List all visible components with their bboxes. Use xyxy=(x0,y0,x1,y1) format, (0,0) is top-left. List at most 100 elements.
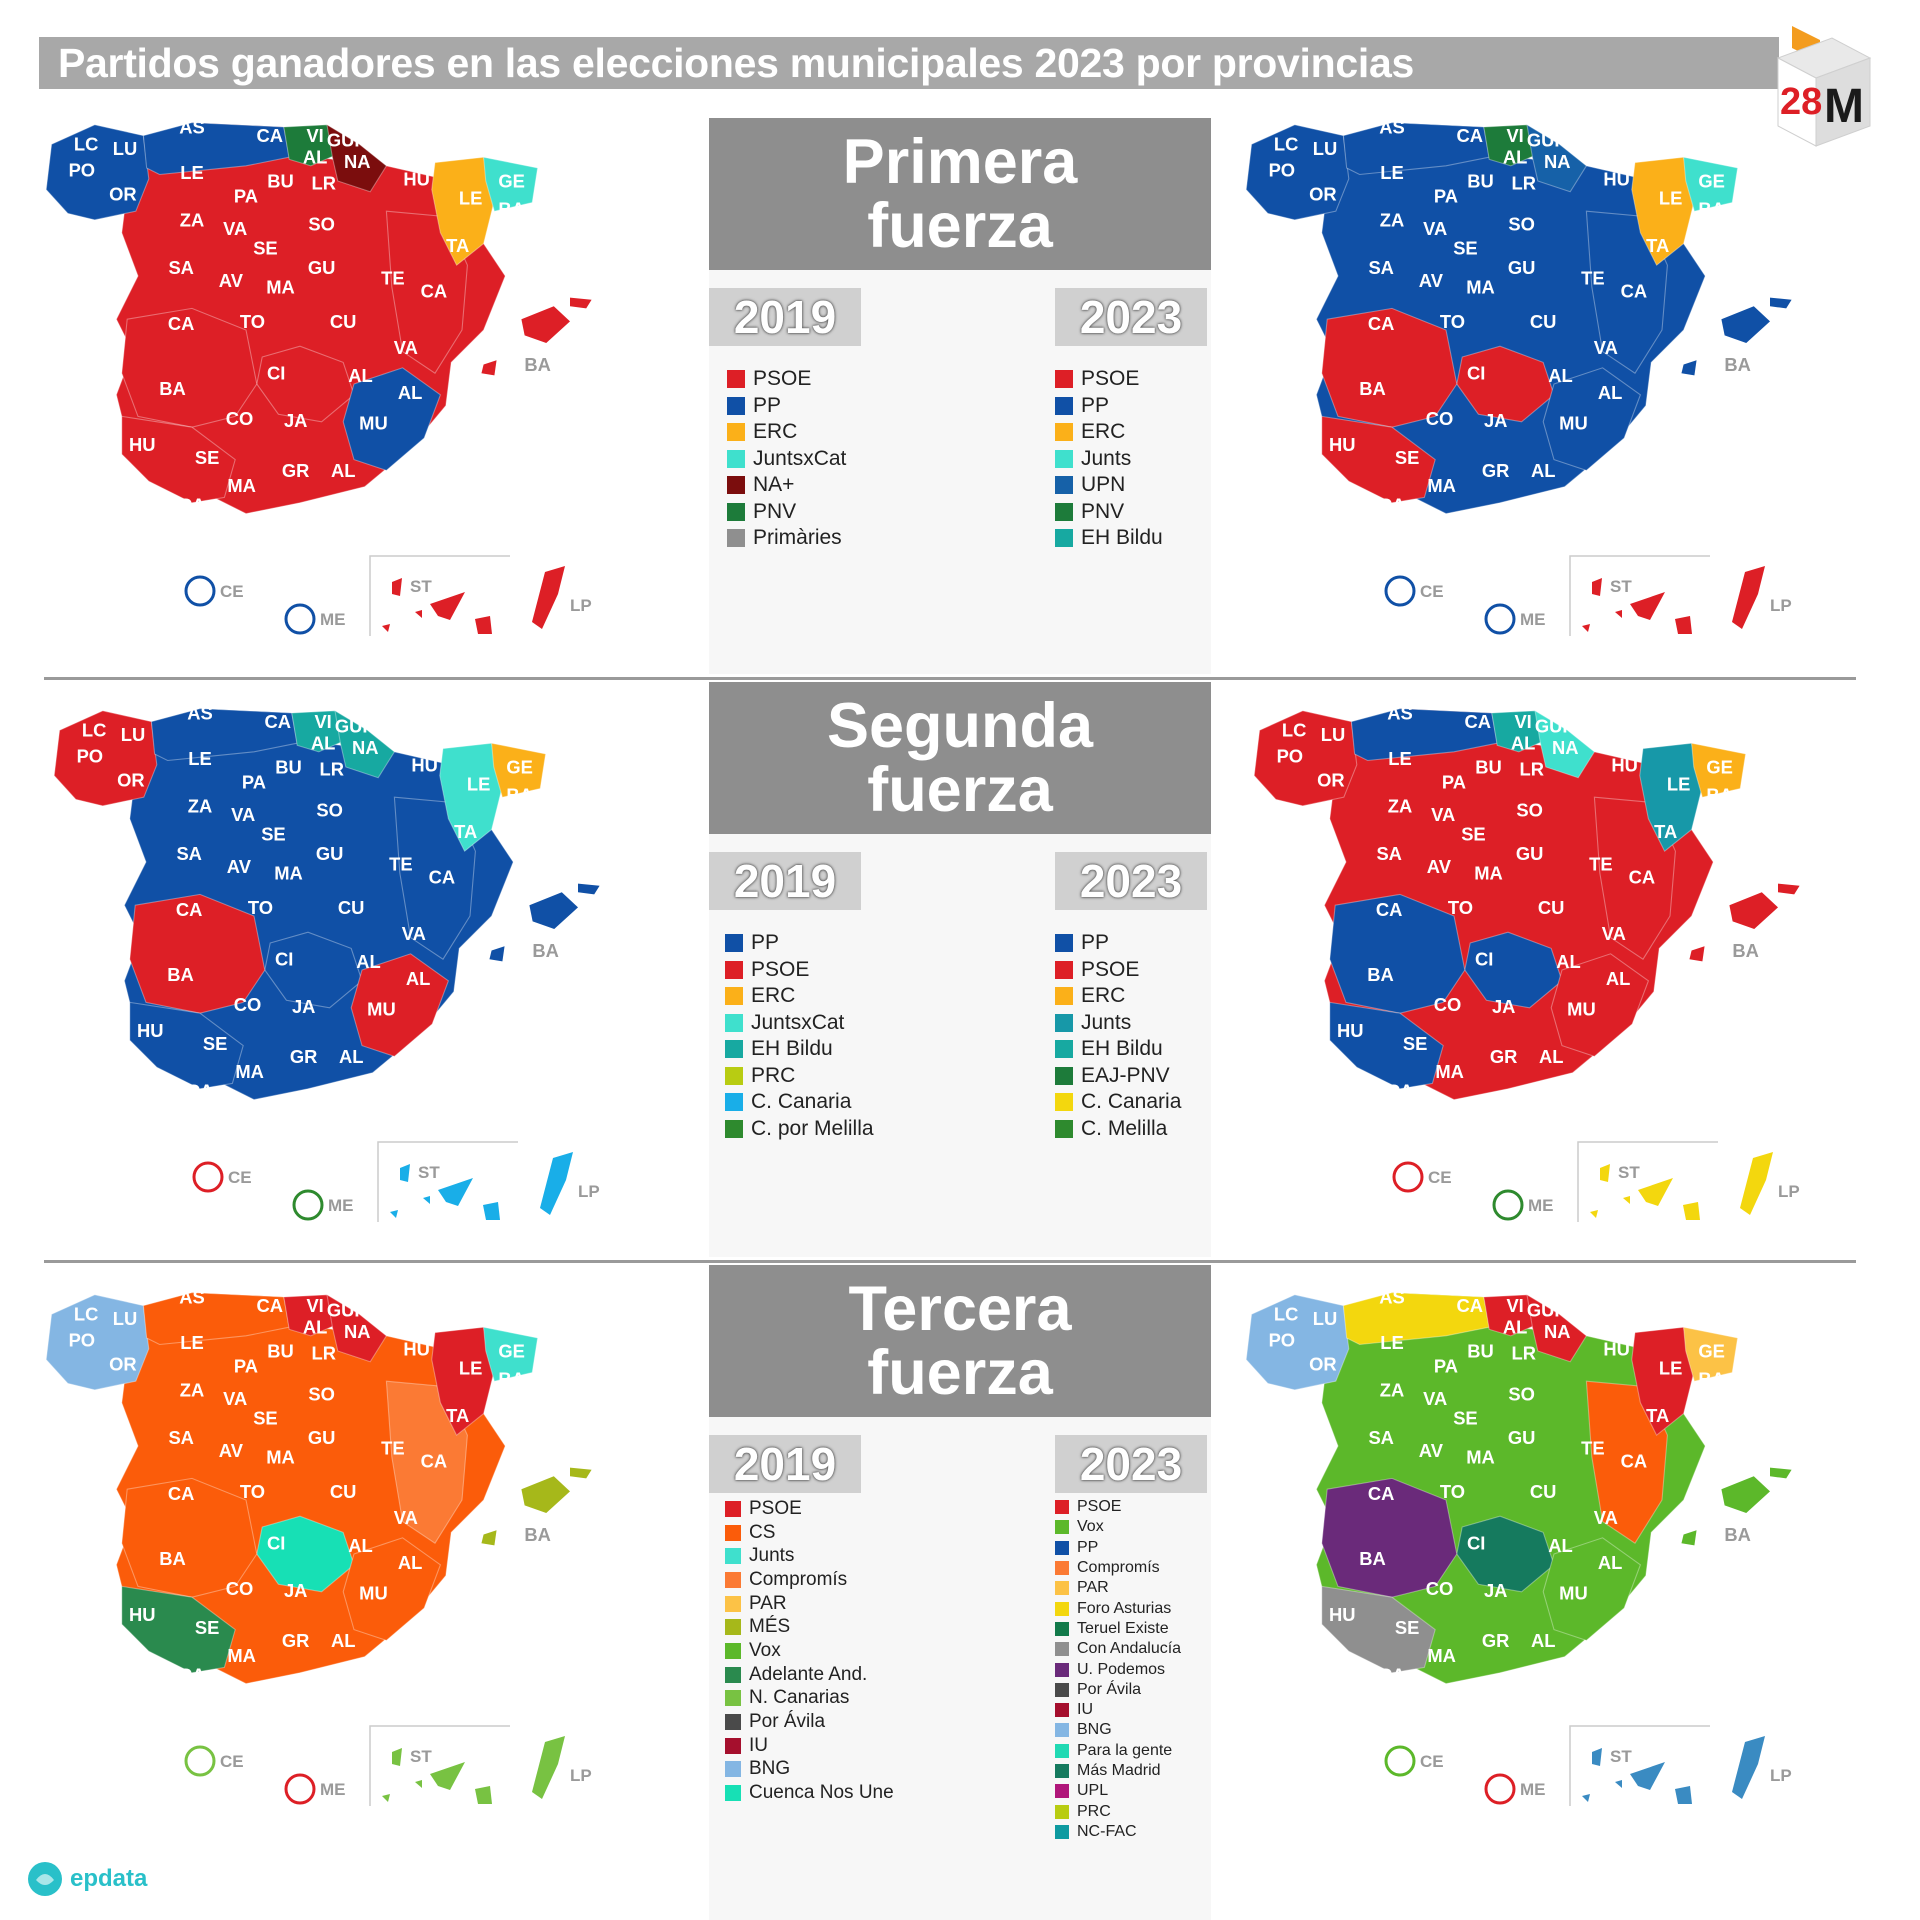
legend-label: Para la gente xyxy=(1077,1741,1173,1759)
province-label: BA xyxy=(506,785,533,806)
legend-item: IU xyxy=(725,1734,894,1758)
province-label: MA xyxy=(266,1446,295,1467)
legend-label: Vox xyxy=(749,1639,781,1661)
province-label: CA xyxy=(168,313,195,334)
legend-label: EAJ-PNV xyxy=(1081,1063,1170,1087)
me-ring-label: ME xyxy=(320,610,346,629)
region-canarias xyxy=(1638,1178,1673,1206)
province-label: TO xyxy=(240,1481,265,1502)
legend-swatch xyxy=(725,1737,741,1754)
province-label: GE xyxy=(498,170,525,191)
canary-inset-frame xyxy=(369,555,510,636)
province-label: CU xyxy=(338,897,365,918)
province-label: LU xyxy=(1313,138,1337,159)
province-label: LE xyxy=(1380,162,1403,183)
province-label: LR xyxy=(1512,173,1536,194)
legend-swatch xyxy=(725,1595,741,1612)
province-label: CA xyxy=(1387,1080,1414,1101)
legend-label: Junts xyxy=(1081,1010,1132,1034)
province-label: GUI xyxy=(327,129,360,150)
legend-item: ERC xyxy=(727,419,846,446)
region-navarra xyxy=(1526,1293,1588,1363)
region-south-east xyxy=(350,953,450,1058)
province-label: AL xyxy=(1503,147,1527,168)
st-label: ST xyxy=(418,1163,440,1182)
province-label: GR xyxy=(282,1630,310,1651)
legend-item: JuntsxCat xyxy=(725,1010,874,1037)
region-girona xyxy=(1682,1326,1739,1382)
legend-2019: PSOE PP ERC JuntsxCat NA+ PNV Primàries xyxy=(727,366,846,552)
me-ring xyxy=(1492,1189,1524,1221)
province-label: TO xyxy=(1440,1481,1465,1502)
legend-swatch xyxy=(1055,502,1073,521)
region-north xyxy=(1350,708,1498,762)
province-label: GR xyxy=(1482,460,1510,481)
province-label: VI xyxy=(306,125,323,146)
province-label: AL xyxy=(1531,460,1555,481)
legend-swatch xyxy=(725,1066,743,1085)
region-canarias xyxy=(1630,592,1665,620)
province-label: HU xyxy=(1337,1020,1364,1041)
province-label: BU xyxy=(267,1340,294,1361)
province-label: SA xyxy=(1368,1427,1394,1448)
region-south-east xyxy=(342,1537,442,1642)
province-label: CA xyxy=(421,1451,448,1472)
province-label: LE xyxy=(180,162,203,183)
legend-swatch xyxy=(1055,1520,1069,1535)
legend-label: ERC xyxy=(1081,420,1126,444)
province-label: NA xyxy=(1544,151,1571,172)
province-label: VA xyxy=(1423,1388,1447,1409)
legend-item: PSOE xyxy=(1055,1497,1181,1517)
legend-item: PSOE xyxy=(727,366,846,393)
lp-label: LP xyxy=(570,1766,592,1785)
legend-swatch xyxy=(725,1500,741,1517)
province-label: HU xyxy=(403,1338,430,1359)
year-2019-label: 2019 xyxy=(709,852,861,910)
legend-2023: PSOE Vox PP Compromís PAR Foro Asturias Teruel… xyxy=(1055,1497,1181,1842)
me-ring-label: ME xyxy=(1520,610,1546,629)
ce-ring-label: CE xyxy=(220,582,244,601)
legend-item: NC-FAC xyxy=(1055,1822,1181,1842)
province-label: VA xyxy=(1594,337,1618,358)
region-baleares xyxy=(1721,1476,1770,1513)
province-label: CI xyxy=(275,949,293,970)
st-label: ST xyxy=(410,1747,432,1766)
province-label: LC xyxy=(1274,1304,1298,1325)
section-divider xyxy=(44,1260,1856,1263)
province-label: NA xyxy=(344,1321,371,1342)
province-label: MU xyxy=(1567,998,1596,1019)
province-label: GR xyxy=(282,460,310,481)
legend-label: PNV xyxy=(753,499,797,523)
province-label: VA xyxy=(223,218,247,239)
legend-swatch xyxy=(1055,1784,1069,1799)
lp-label: LP xyxy=(1778,1182,1800,1201)
region-canarias xyxy=(1675,616,1692,634)
province-label: CA xyxy=(1379,494,1406,515)
province-label: OR xyxy=(1309,1353,1337,1374)
legend-label: ERC xyxy=(751,984,796,1008)
province-label: NA xyxy=(352,737,379,758)
legend-item: Primàries xyxy=(727,525,846,552)
province-label: AS xyxy=(187,702,213,723)
province-label: VA xyxy=(394,337,418,358)
ce-ring-label: CE xyxy=(220,1752,244,1771)
region-navarra xyxy=(326,1293,388,1363)
map-tercera-2023: AS CA VI GUI AL NA LC LU PO OR LE BU LR HU GE PA ZA VA SO L… xyxy=(1220,1274,1860,1834)
legend-item: PSOE xyxy=(1055,957,1181,984)
legend-label: PSOE xyxy=(1077,1498,1122,1516)
province-label: SE xyxy=(1461,823,1485,844)
region-canarias xyxy=(400,1164,410,1182)
province-label: AL xyxy=(311,733,335,754)
legend-label: Por Ávila xyxy=(749,1711,826,1733)
province-label: BU xyxy=(1467,170,1494,191)
province-label: CA xyxy=(1368,313,1395,334)
province-label: CO xyxy=(234,994,262,1015)
province-label: TE xyxy=(1581,1438,1604,1459)
province-label: TA xyxy=(446,1405,469,1426)
region-canarias xyxy=(1683,1202,1700,1220)
province-label: CA xyxy=(429,867,456,888)
legend-item: Teruel Existe xyxy=(1055,1619,1181,1639)
region-canarias xyxy=(1630,1762,1665,1790)
region-west xyxy=(1245,1294,1350,1391)
section-primera: Primera fuerza 2019 2023 PSOE PP ERC Juntsx… xyxy=(709,118,1211,674)
